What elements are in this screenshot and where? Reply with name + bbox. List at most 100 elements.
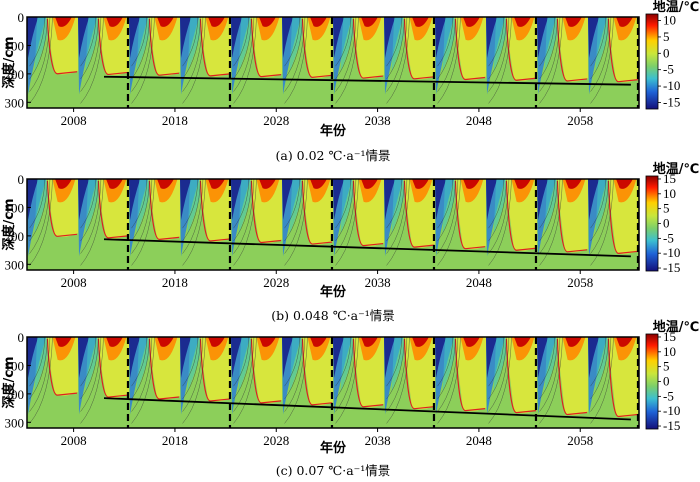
colorbar-tick-label: 15	[663, 329, 676, 344]
contour-line	[539, 16, 563, 104]
y-tick-label: 0	[18, 330, 25, 345]
plot-frame	[26, 16, 640, 109]
contour-line	[335, 16, 354, 80]
hot-layer	[463, 17, 480, 27]
zero-isotherm	[199, 180, 231, 242]
contour-line	[233, 16, 255, 92]
thawed-layer	[97, 179, 129, 239]
contour-line	[131, 16, 150, 80]
colorbar-tick-label: 0	[663, 216, 670, 231]
colorbar	[645, 175, 659, 272]
contour-line	[182, 178, 201, 242]
seasonal-cycle	[231, 178, 282, 266]
contour-line	[590, 16, 614, 104]
colorbar-tick-label: 0	[663, 374, 670, 389]
thawed-layer	[454, 17, 486, 81]
contour-line	[590, 178, 612, 254]
contour-line	[335, 16, 352, 67]
zero-isotherm	[454, 18, 486, 81]
seasonal-cycle	[180, 178, 232, 270]
zero-isotherm	[97, 338, 129, 398]
thawed-layer	[403, 17, 435, 80]
y-tick-label: 300	[5, 257, 25, 272]
contour-line	[182, 336, 201, 400]
zero-isotherm	[556, 180, 588, 253]
zero-isotherm	[148, 18, 180, 76]
thawed-layer	[556, 17, 588, 82]
contour-line	[386, 336, 405, 400]
contour-line	[335, 178, 354, 242]
colorbar	[645, 333, 659, 430]
hot-layer	[208, 179, 225, 189]
hot-layer	[616, 337, 633, 347]
contour-line	[182, 16, 204, 92]
contour-line	[182, 16, 206, 104]
contour-line	[233, 16, 250, 67]
contour-line	[539, 336, 563, 424]
deep-cold-layer	[333, 337, 345, 378]
zero-isotherm	[46, 18, 78, 75]
hot-layer	[514, 17, 531, 27]
contour-line	[233, 178, 252, 242]
contour-line	[335, 178, 359, 266]
seasonal-cycle	[486, 16, 538, 108]
hot-layer	[55, 337, 72, 347]
y-tick-label: 200	[5, 67, 25, 82]
contour-line	[488, 178, 507, 242]
thawed-layer	[505, 179, 537, 251]
thawed-layer	[556, 337, 588, 416]
zero-isotherm	[454, 338, 486, 412]
deep-cold-layer	[588, 179, 600, 220]
contour-line	[80, 178, 97, 229]
contour-line	[131, 16, 148, 67]
seasonal-cycle	[282, 178, 334, 270]
deep-cold-layer	[27, 17, 39, 58]
contour-line	[29, 178, 46, 229]
deep-cold-layer	[282, 179, 294, 220]
contour-line	[437, 16, 456, 80]
contour-line	[386, 16, 410, 104]
contour-line	[233, 178, 257, 266]
contour-line	[80, 16, 97, 67]
contour-line	[386, 336, 408, 412]
zero-isotherm	[301, 18, 333, 78]
y-tick-label: 100	[5, 38, 25, 53]
colorbar-tick-label: -5	[663, 62, 674, 77]
y-axis-label: 深度/cm	[1, 36, 17, 88]
thawed-layer	[301, 337, 333, 406]
deep-cold-layer	[384, 17, 396, 58]
zero-isotherm	[148, 338, 180, 400]
contour-line	[539, 16, 556, 67]
contour-line	[284, 178, 308, 266]
x-tick-label: 2028	[263, 275, 289, 290]
thawed-layer	[454, 179, 486, 250]
contour-line	[488, 16, 510, 92]
contour-line	[80, 336, 102, 412]
hot-layer	[565, 17, 582, 27]
seasonal-cycle	[180, 16, 232, 108]
zero-isotherm	[556, 18, 588, 82]
hot-layer	[616, 17, 633, 27]
colorbar-title: 地温/℃	[653, 0, 700, 15]
deep-cold-layer	[486, 337, 498, 378]
contour-line	[335, 336, 359, 424]
hot-layer	[361, 337, 378, 347]
x-tick-label: 2048	[466, 275, 492, 290]
x-tick-label: 2028	[263, 433, 289, 448]
thawed-layer	[301, 179, 333, 245]
contour-line	[233, 16, 257, 104]
contour-line	[131, 336, 153, 412]
hot-layer	[616, 179, 633, 189]
thawed-layer	[199, 337, 231, 402]
deep-cold-layer	[588, 17, 600, 58]
seasonal-cycle	[78, 336, 130, 428]
hot-layer	[106, 17, 123, 27]
colorbar-tick-label: -15	[663, 260, 680, 275]
contour-line	[284, 16, 306, 92]
thawed-layer	[199, 17, 231, 77]
x-tick-label: 2038	[365, 275, 391, 290]
hot-layer	[565, 179, 582, 189]
contour-line	[437, 16, 459, 92]
